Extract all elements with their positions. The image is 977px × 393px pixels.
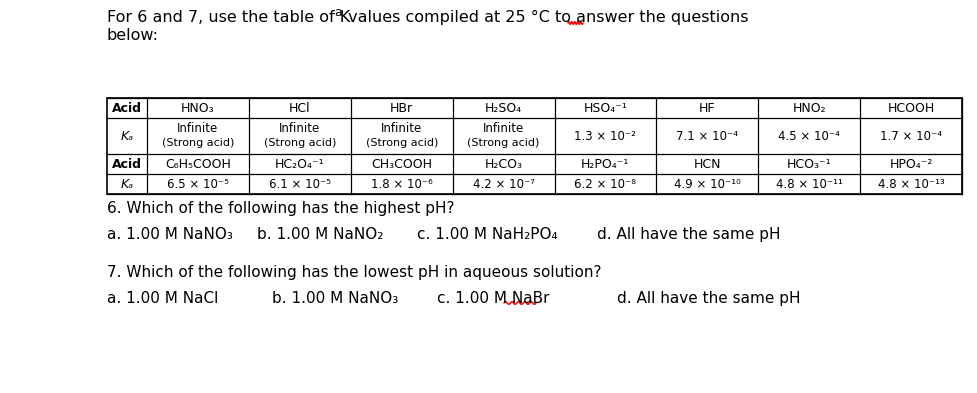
Text: a. 1.00 M NaCl: a. 1.00 M NaCl — [107, 291, 219, 306]
Text: HCOOH: HCOOH — [887, 101, 935, 114]
Text: HSO₄⁻¹: HSO₄⁻¹ — [583, 101, 627, 114]
Text: HNO₂: HNO₂ — [792, 101, 826, 114]
Text: H₂PO₄⁻¹: H₂PO₄⁻¹ — [581, 158, 629, 171]
Text: 7.1 × 10⁻⁴: 7.1 × 10⁻⁴ — [676, 130, 739, 143]
Text: Kₐ: Kₐ — [120, 130, 134, 143]
Text: b. 1.00 M NaNO₂: b. 1.00 M NaNO₂ — [257, 227, 383, 242]
Text: (Strong acid): (Strong acid) — [365, 138, 438, 148]
Text: 6.2 × 10⁻⁸: 6.2 × 10⁻⁸ — [574, 178, 636, 191]
Text: below:: below: — [107, 28, 159, 43]
Text: c. 1.00 M NaBr: c. 1.00 M NaBr — [437, 291, 549, 306]
Text: Acid: Acid — [112, 158, 142, 171]
Text: 1.7 × 10⁻⁴: 1.7 × 10⁻⁴ — [880, 130, 942, 143]
Text: HF: HF — [700, 101, 715, 114]
Text: Infinite: Infinite — [381, 123, 422, 136]
Text: Acid: Acid — [112, 101, 142, 114]
Text: HCO₃⁻¹: HCO₃⁻¹ — [786, 158, 831, 171]
Text: HNO₃: HNO₃ — [181, 101, 215, 114]
Text: HCl: HCl — [289, 101, 311, 114]
Bar — [107, 98, 962, 194]
Text: (Strong acid): (Strong acid) — [162, 138, 234, 148]
Text: a: a — [334, 6, 342, 19]
Text: C₆H₅COOH: C₆H₅COOH — [165, 158, 231, 171]
Text: 6.5 × 10⁻⁵: 6.5 × 10⁻⁵ — [167, 178, 229, 191]
Text: b. 1.00 M NaNO₃: b. 1.00 M NaNO₃ — [272, 291, 399, 306]
Text: c. 1.00 M NaH₂PO₄: c. 1.00 M NaH₂PO₄ — [417, 227, 558, 242]
Text: 1.3 × 10⁻²: 1.3 × 10⁻² — [574, 130, 636, 143]
Text: d. All have the same pH: d. All have the same pH — [617, 291, 800, 306]
Text: HC₂O₄⁻¹: HC₂O₄⁻¹ — [275, 158, 324, 171]
Text: For 6 and 7, use the table of K: For 6 and 7, use the table of K — [107, 10, 350, 25]
Text: Kₐ: Kₐ — [120, 178, 134, 191]
Text: 4.9 × 10⁻¹⁰: 4.9 × 10⁻¹⁰ — [674, 178, 741, 191]
Text: d. All have the same pH: d. All have the same pH — [597, 227, 781, 242]
Text: H₂CO₃: H₂CO₃ — [485, 158, 523, 171]
Text: H₂SO₄: H₂SO₄ — [485, 101, 522, 114]
Text: (Strong acid): (Strong acid) — [264, 138, 336, 148]
Text: 1.8 × 10⁻⁶: 1.8 × 10⁻⁶ — [371, 178, 433, 191]
Text: HPO₄⁻²: HPO₄⁻² — [889, 158, 933, 171]
Text: 4.2 × 10⁻⁷: 4.2 × 10⁻⁷ — [473, 178, 534, 191]
Text: HBr: HBr — [390, 101, 413, 114]
Text: 6.1 × 10⁻⁵: 6.1 × 10⁻⁵ — [269, 178, 331, 191]
Text: Infinite: Infinite — [177, 123, 219, 136]
Text: 4.8 × 10⁻¹¹: 4.8 × 10⁻¹¹ — [776, 178, 842, 191]
Text: values compiled at 25 °C to answer the questions: values compiled at 25 °C to answer the q… — [343, 10, 748, 25]
Text: 4.8 × 10⁻¹³: 4.8 × 10⁻¹³ — [877, 178, 945, 191]
Text: 7. Which of the following has the lowest pH in aqueous solution?: 7. Which of the following has the lowest… — [107, 265, 602, 280]
Text: Infinite: Infinite — [279, 123, 320, 136]
Text: 6. Which of the following has the highest pH?: 6. Which of the following has the highes… — [107, 201, 454, 216]
Text: HCN: HCN — [694, 158, 721, 171]
Text: CH₃COOH: CH₃COOH — [371, 158, 432, 171]
Text: a. 1.00 M NaNO₃: a. 1.00 M NaNO₃ — [107, 227, 233, 242]
Text: (Strong acid): (Strong acid) — [467, 138, 539, 148]
Text: Infinite: Infinite — [483, 123, 525, 136]
Text: 4.5 × 10⁻⁴: 4.5 × 10⁻⁴ — [779, 130, 840, 143]
